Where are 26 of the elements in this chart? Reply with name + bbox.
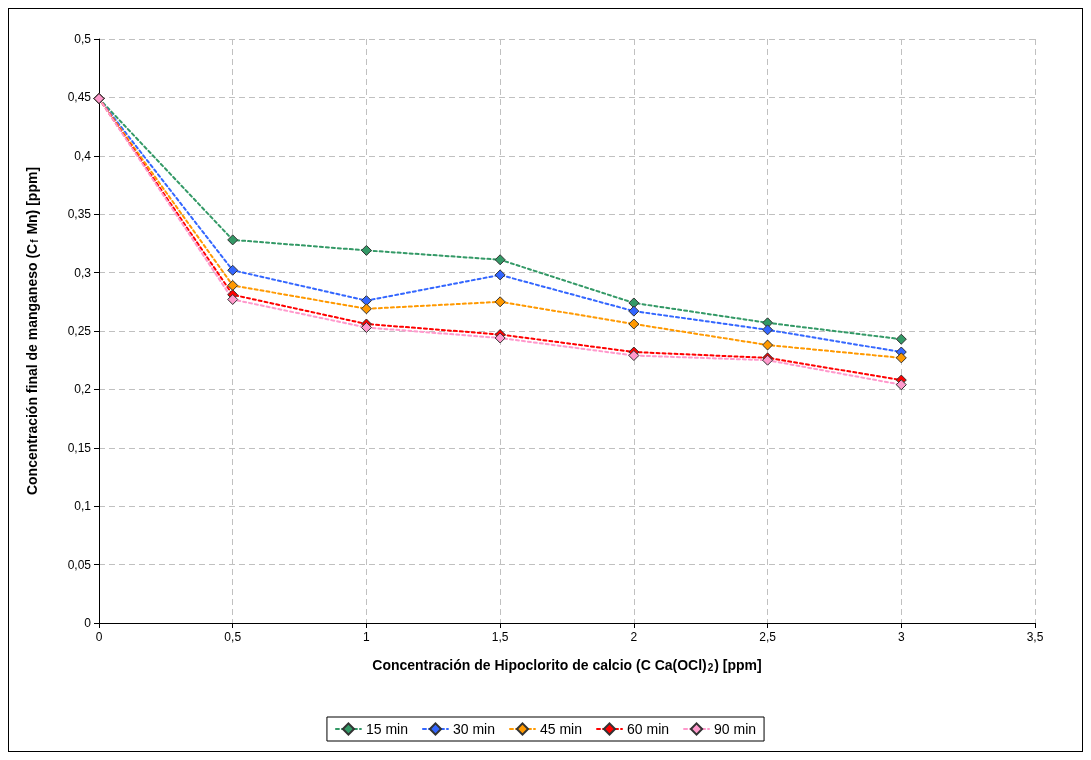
x-tick-label: 1 xyxy=(363,630,371,644)
y-tick-label: 0 xyxy=(84,616,92,630)
x-tick-label: 2,5 xyxy=(759,630,777,644)
x-tick-label: 3,5 xyxy=(1026,630,1044,644)
legend-label: 90 min xyxy=(714,721,757,737)
x-tick-label: 2 xyxy=(630,630,638,644)
y-tick-label: 0,5 xyxy=(74,32,92,46)
x-axis-title: Concentración de Hipoclorito de calcio (C Ca(OCl)2) [ppm] xyxy=(372,657,762,673)
y-tick-label: 0,4 xyxy=(74,148,92,163)
y-tick-label: 0,05 xyxy=(67,557,92,572)
y-tick-label: 0,1 xyxy=(74,499,92,514)
x-tick-label: 0 xyxy=(95,630,103,644)
x-tick-label: 0,5 xyxy=(224,630,242,644)
y-tick-label: 0,25 xyxy=(67,324,92,338)
y-tick-label: 0,35 xyxy=(67,207,92,222)
x-tick-label: 3 xyxy=(897,630,905,644)
legend-label: 60 min xyxy=(627,721,670,737)
y-tick-label: 0,45 xyxy=(67,90,92,105)
x-tick-label: 1,5 xyxy=(491,630,509,644)
y-tick-label: 0,15 xyxy=(67,440,92,455)
legend-label: 30 min xyxy=(452,721,495,737)
y-tick-label: 0,2 xyxy=(74,382,92,397)
y-tick-label: 0,3 xyxy=(74,265,92,280)
legend-label: 15 min xyxy=(365,721,408,737)
y-axis-title: Concentración final de manganeso (Cf Mn) [ppm] xyxy=(24,166,40,496)
legend-label: 45 min xyxy=(539,721,583,737)
